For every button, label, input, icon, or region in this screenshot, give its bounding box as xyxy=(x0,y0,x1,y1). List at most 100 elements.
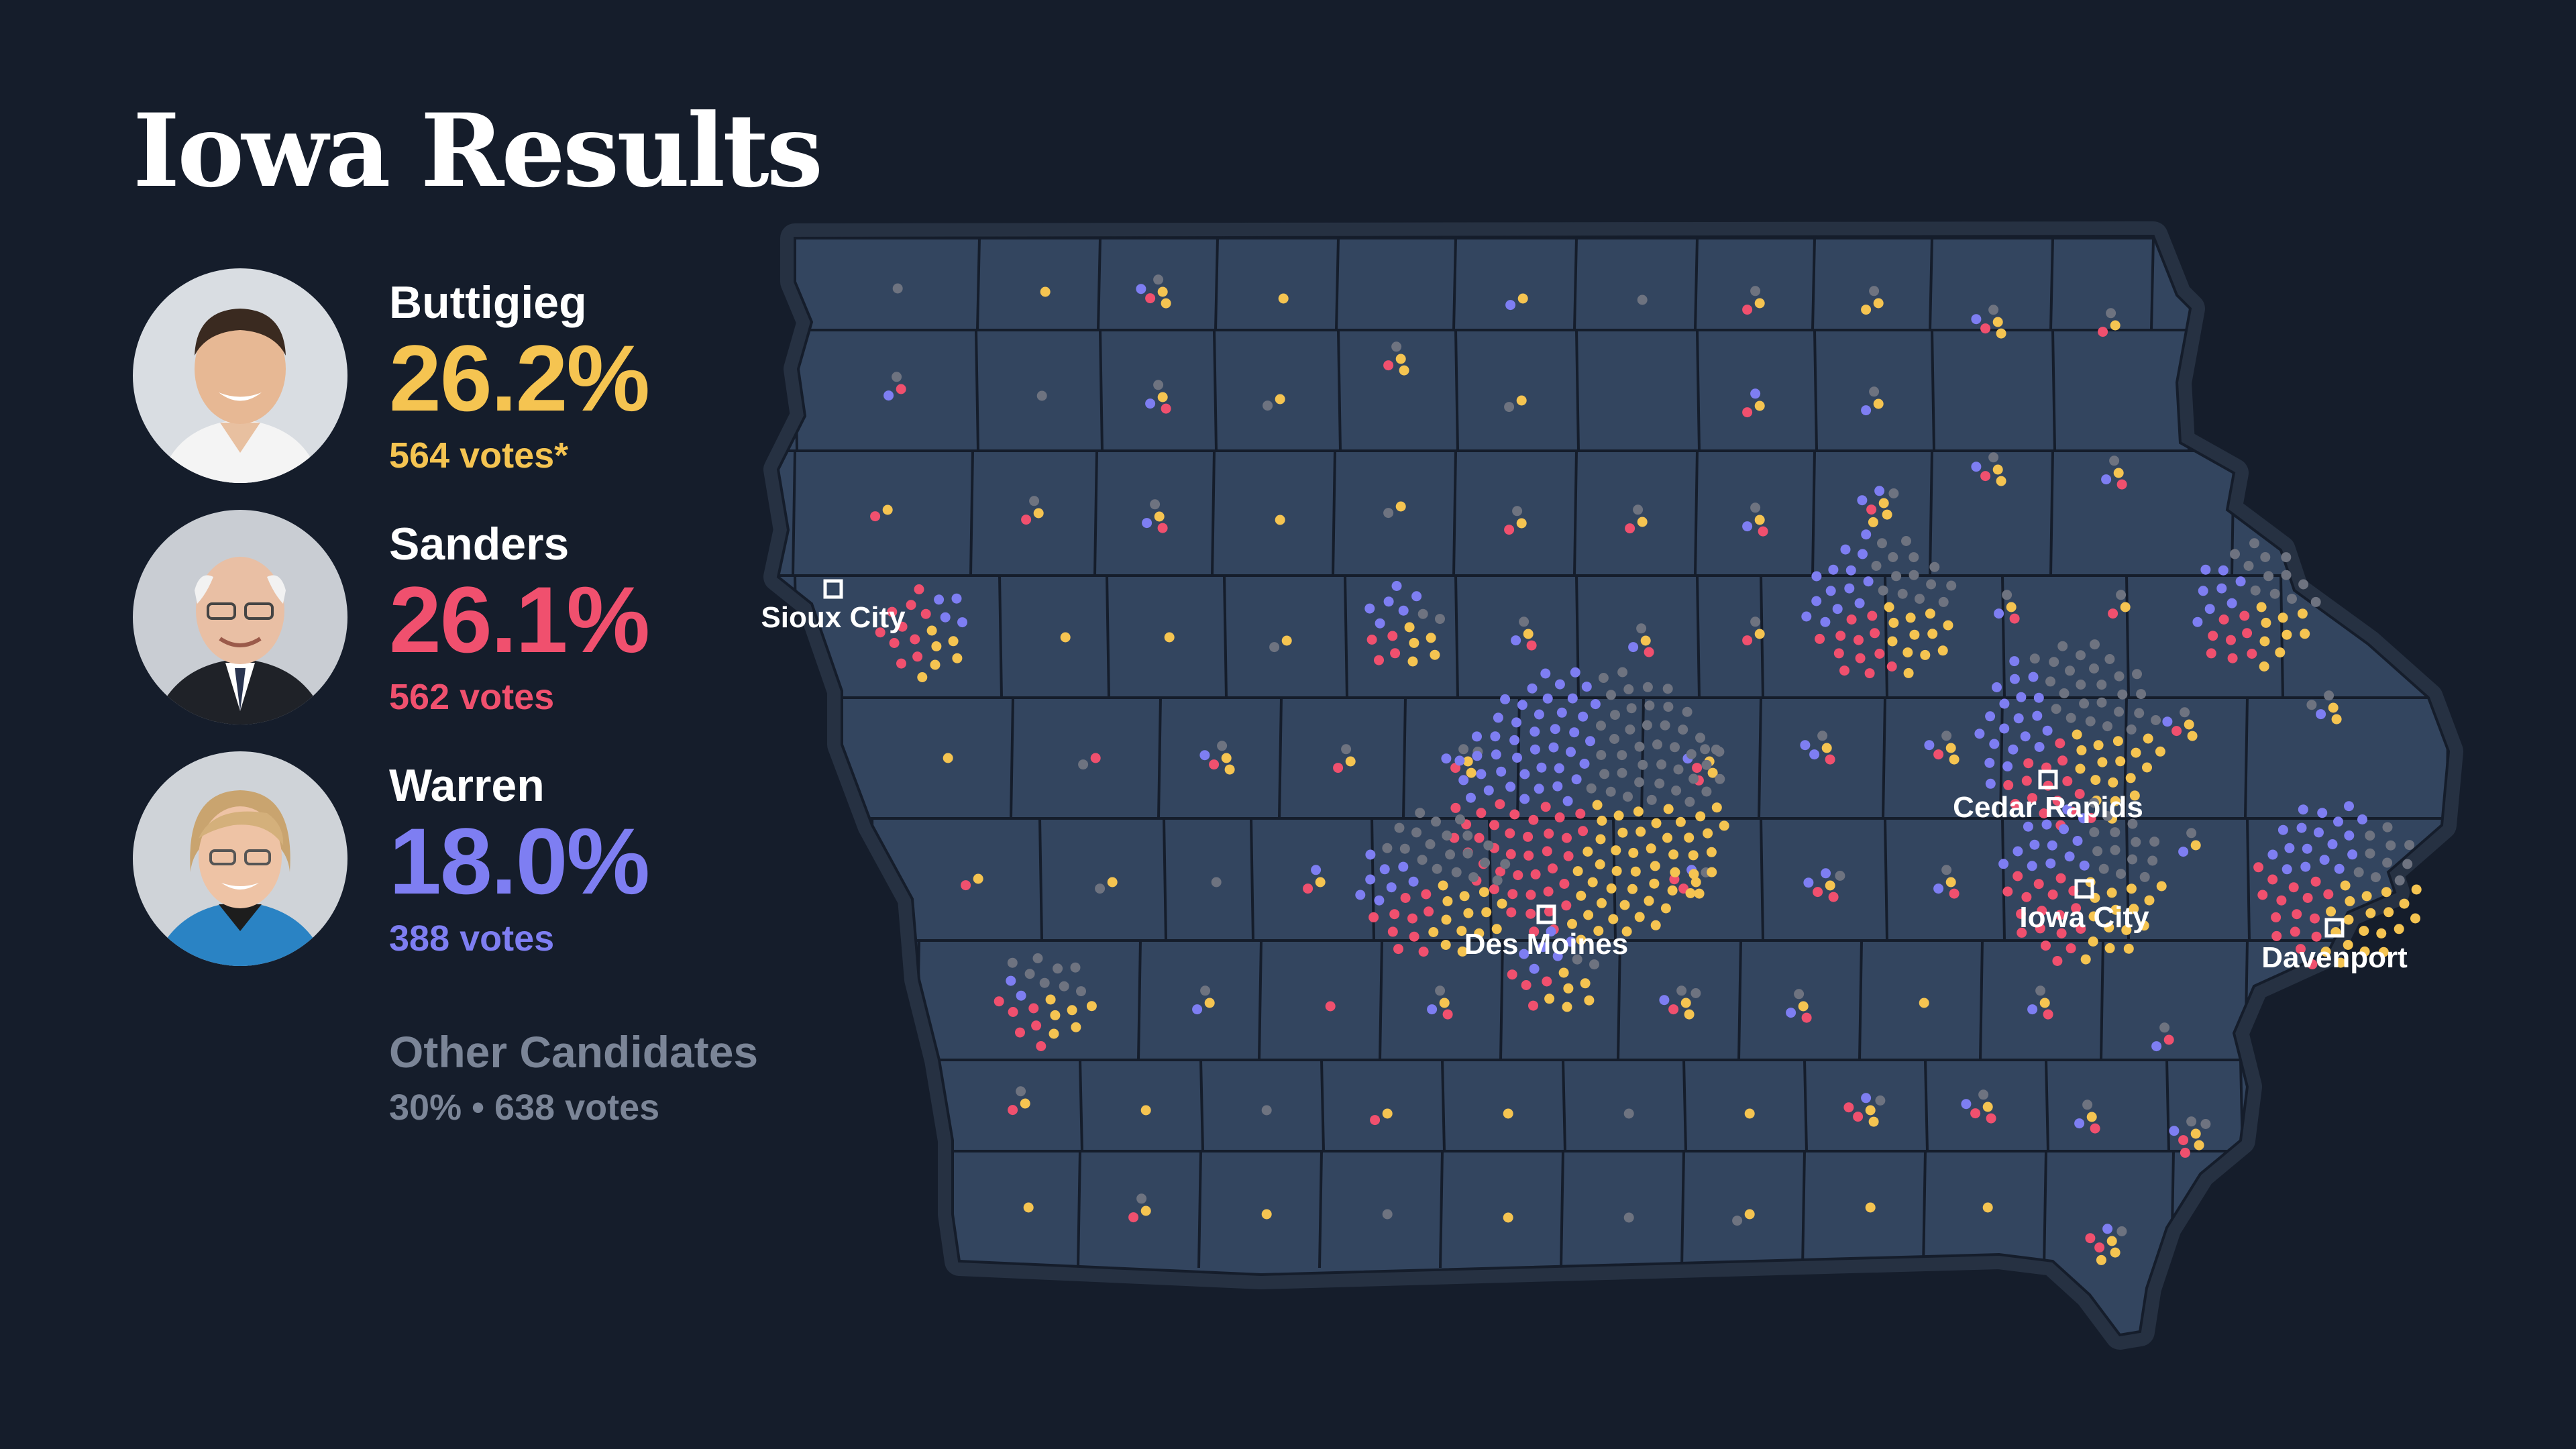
candidate-name: Buttigieg xyxy=(389,277,587,328)
vote-dot xyxy=(1992,317,2003,327)
vote-dot xyxy=(1050,1010,1061,1020)
county-line xyxy=(1038,818,1043,941)
vote-dot xyxy=(2043,1009,2053,1020)
vote-dot xyxy=(2180,707,2190,718)
vote-dot xyxy=(1303,883,1313,894)
vote-dot xyxy=(1719,820,1729,831)
vote-dot xyxy=(2311,931,2322,942)
vote-dot xyxy=(1462,756,1473,767)
vote-dot xyxy=(1750,502,1761,513)
vote-dot xyxy=(1929,561,1940,572)
vote-dot xyxy=(1474,833,1485,843)
vote-dot xyxy=(1742,407,1753,418)
vote-dot xyxy=(1512,506,1523,517)
vote-dot xyxy=(2088,936,2098,947)
vote-dot xyxy=(1690,877,1701,888)
vote-dot xyxy=(1801,611,1812,622)
vote-dot xyxy=(1695,811,1706,822)
vote-dot xyxy=(1668,1004,1679,1015)
vote-dot xyxy=(1199,750,1210,761)
vote-dot xyxy=(1692,763,1703,773)
vote-dot xyxy=(1128,1212,1139,1223)
vote-dot xyxy=(1217,741,1228,751)
vote-dot xyxy=(1036,390,1047,401)
vote-dot xyxy=(2243,561,2254,571)
vote-dot xyxy=(1450,802,1461,813)
vote-dot xyxy=(1395,501,1406,512)
vote-dot xyxy=(1567,693,1578,704)
vote-dot xyxy=(1606,883,1617,894)
vote-dot xyxy=(2110,1247,2121,1258)
vote-dot xyxy=(1391,581,1402,591)
vote-dot xyxy=(1550,724,1560,735)
vote-dot xyxy=(1383,360,1394,371)
vote-dot xyxy=(1754,400,1765,411)
vote-dot xyxy=(1642,720,1652,731)
page-title: Iowa Results xyxy=(133,92,823,210)
vote-dot xyxy=(2116,590,2127,600)
vote-dot xyxy=(2149,837,2160,847)
vote-dot xyxy=(2074,1118,2085,1129)
vote-dot xyxy=(1597,815,1607,826)
vote-dot xyxy=(1617,750,1627,761)
city-marker-icon xyxy=(2038,769,2058,790)
vote-dot xyxy=(1919,998,1929,1008)
vote-dot xyxy=(1566,747,1576,757)
vote-dot xyxy=(2021,892,2032,902)
vote-dot xyxy=(1145,293,1156,304)
county-line xyxy=(2165,1059,2170,1152)
vote-dot xyxy=(2096,1254,2106,1265)
vote-dot xyxy=(2302,843,2312,854)
vote-dot xyxy=(1888,552,1898,562)
vote-dot xyxy=(1652,739,1662,750)
vote-dot xyxy=(1680,998,1691,1008)
vote-dot xyxy=(1660,903,1671,914)
vote-dot xyxy=(1571,774,1582,785)
vote-dot xyxy=(1628,642,1639,653)
vote-dot xyxy=(1523,629,1534,639)
vote-dot xyxy=(2080,954,2091,965)
county-line xyxy=(1344,575,1348,698)
vote-dot xyxy=(1440,940,1451,950)
vote-dot xyxy=(1857,495,1868,506)
vote-dot xyxy=(2032,710,2043,721)
vote-dot xyxy=(1662,833,1672,843)
vote-dot xyxy=(2126,724,2137,735)
vote-dot xyxy=(2410,913,2420,924)
vote-dot xyxy=(1996,328,2006,339)
vote-dot xyxy=(926,625,937,636)
vote-dot xyxy=(2106,888,2117,898)
city-label: Cedar Rapids xyxy=(1953,791,2143,824)
vote-dot xyxy=(2009,674,2020,684)
county-line xyxy=(1197,1150,1202,1269)
vote-dot xyxy=(2106,308,2116,319)
vote-dot xyxy=(1825,880,1835,891)
vote-dot xyxy=(2227,653,2238,663)
vote-dot xyxy=(2016,908,2027,919)
vote-dot xyxy=(1595,834,1606,845)
county-line xyxy=(1452,237,1457,331)
vote-dot xyxy=(1525,908,1536,919)
vote-dot xyxy=(1070,962,1081,973)
vote-dot xyxy=(1142,518,1152,529)
vote-dot xyxy=(1878,498,1889,508)
vote-dot xyxy=(2296,822,2307,833)
vote-dot xyxy=(1884,602,1894,612)
vote-dot xyxy=(1209,759,1220,770)
vote-dot xyxy=(2359,946,2370,957)
vote-dot xyxy=(2023,821,2033,832)
vote-dot xyxy=(2298,804,2308,815)
vote-dot xyxy=(2114,671,2125,682)
vote-dot xyxy=(1192,1004,1203,1015)
vote-dot xyxy=(2186,828,2197,839)
county-line xyxy=(2123,697,2128,819)
vote-dot xyxy=(1925,608,1935,619)
vote-dot xyxy=(897,621,908,632)
vote-dot xyxy=(2230,549,2240,559)
vote-dot xyxy=(1938,596,1949,607)
vote-dot xyxy=(2076,924,2086,934)
vote-dot xyxy=(2306,700,2317,710)
vote-dot xyxy=(1204,998,1215,1008)
vote-dot xyxy=(1578,826,1589,837)
vote-dot xyxy=(1628,847,1639,858)
